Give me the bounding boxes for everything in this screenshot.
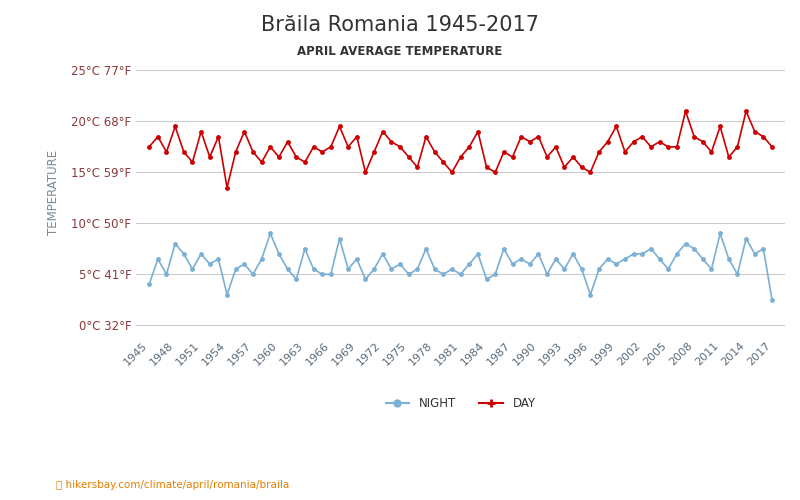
Text: APRIL AVERAGE TEMPERATURE: APRIL AVERAGE TEMPERATURE [298,45,502,58]
Legend: NIGHT, DAY: NIGHT, DAY [381,392,540,415]
Text: Brăila Romania 1945-2017: Brăila Romania 1945-2017 [261,15,539,35]
Y-axis label: TEMPERATURE: TEMPERATURE [47,150,60,236]
Text: 🔶 hikersbay.com/climate/april/romania/braila: 🔶 hikersbay.com/climate/april/romania/br… [56,480,290,490]
